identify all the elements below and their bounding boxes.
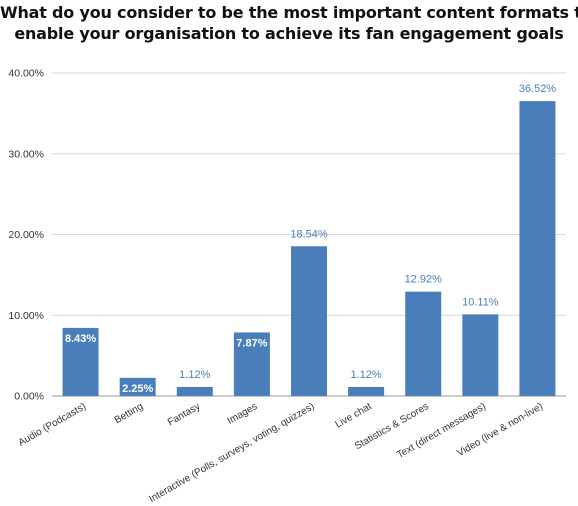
data-label: 18.54% [290,228,328,240]
data-label: 36.52% [519,83,557,95]
bar [348,386,385,396]
bar [62,327,99,396]
bar [291,246,327,396]
data-label: 8.43% [65,333,96,345]
x-category-label: Betting [113,401,145,426]
bars [62,101,556,396]
chart-title-line-2: enable your organisation to achieve its … [14,24,564,43]
x-category-label: Live chat [333,401,373,431]
bar [462,314,499,396]
y-tick-label: 20.00% [8,229,44,241]
y-tick-label: 40.00% [8,68,44,80]
chart-title-line-1: What do you consider to be the most impo… [0,3,578,22]
y-tick-label: 10.00% [8,310,44,322]
y-tick-label: 0.00% [14,391,44,403]
data-label: 2.25% [122,383,153,395]
y-axis-ticks: 0.00% 10.00% 20.00% 30.00% 40.00% [8,68,44,403]
x-category-label: Images [225,401,259,427]
data-labels: 8.43% 2.25% 1.12% 7.87% 18.54% 1.12% 12.92% 10.… [65,83,556,395]
x-axis-labels: Audio (Podcasts) Betting Fantasy ImagesInte… [17,401,545,505]
data-label: 1.12% [351,369,382,381]
x-category-label: Audio (Podcasts) [17,401,88,449]
data-label: 7.87% [236,337,267,349]
bar [233,332,270,396]
y-tick-label: 30.00% [8,148,44,160]
bar [176,386,213,396]
bar [519,101,556,396]
data-label: 1.12% [179,369,210,381]
data-label: 12.92% [405,274,443,286]
data-label: 10.11% [462,296,499,308]
chart-title: What do you consider to be the most impo… [0,2,578,44]
bar [119,377,156,396]
bar [405,291,442,396]
x-category-label: Fantasy [166,401,202,428]
